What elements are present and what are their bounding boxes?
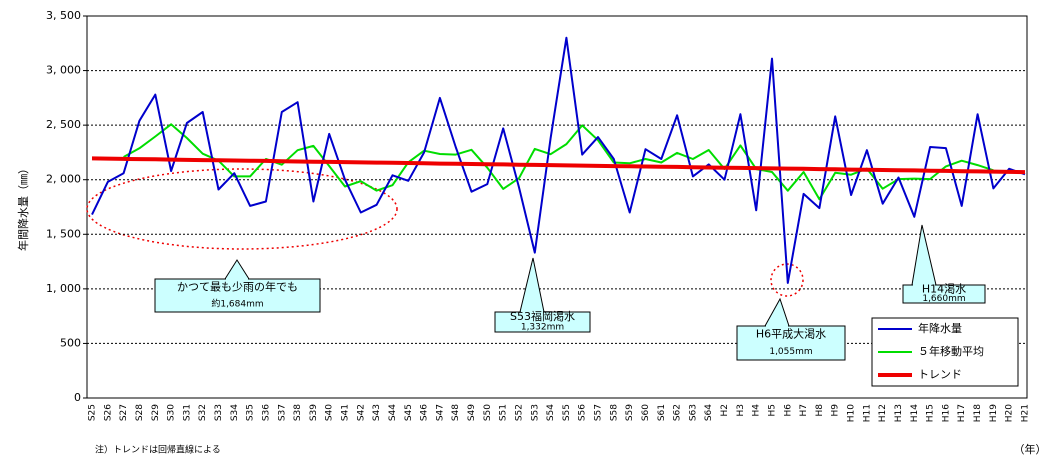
y-tick-label: 2, 500 [46, 118, 81, 131]
x-tick-label: S31 [182, 404, 192, 421]
series-line [91, 156, 1026, 175]
x-tick-label: S38 [293, 404, 303, 421]
x-tick-label: S25 [88, 404, 98, 421]
x-tick-label: S46 [420, 404, 430, 421]
x-tick-label: S58 [609, 404, 619, 421]
x-tick-label: S33 [214, 404, 224, 421]
x-tick-label: H18 [973, 404, 983, 422]
x-tick-label: S63 [688, 404, 698, 421]
callout-text: 1,055mm [769, 347, 812, 357]
x-tick-label: S37 [277, 404, 287, 421]
x-tick-label: H10 [847, 404, 857, 422]
series-line [91, 36, 1026, 284]
x-tick-label: S45 [404, 404, 414, 421]
legend-label: ５年移動平均 [918, 344, 984, 358]
callout-text: 1,660mm [922, 294, 965, 304]
legend-label: 年降水量 [918, 321, 962, 335]
x-tick-label: S51 [499, 404, 509, 421]
x-tick-label: H19 [989, 404, 999, 422]
x-tick-label: S59 [625, 404, 635, 421]
callout-pointer [224, 259, 250, 280]
x-tick-label: H13 [894, 404, 904, 422]
x-tick-label: S32 [198, 404, 208, 421]
highlight-circle [770, 263, 804, 297]
callout-pointer [519, 257, 545, 313]
x-tick-label: S44 [388, 404, 398, 421]
y-tick-label: 0 [74, 391, 81, 404]
callout-text: 1,332mm [521, 323, 564, 333]
y-axis-label: 年間降水量（㎜） [16, 163, 30, 251]
x-tick-label: S27 [119, 404, 129, 421]
y-tick-label: 500 [60, 336, 81, 349]
x-tick-label: S61 [657, 404, 667, 421]
x-tick-label: H7 [799, 404, 809, 417]
x-tick-label: S64 [704, 404, 714, 421]
x-tick-label: S26 [103, 404, 113, 421]
x-tick-label: H12 [878, 404, 888, 422]
x-tick-label: S34 [230, 404, 240, 421]
x-tick-label: H4 [752, 404, 762, 417]
callout-text: S53福岡渇水 [510, 309, 575, 323]
x-tick-label: S40 [325, 404, 335, 421]
x-tick-label: S49 [467, 404, 477, 421]
legend-label: トレンド [918, 368, 962, 381]
callout-text: 約1,684mm [211, 297, 263, 309]
x-tick-label: S29 [151, 404, 161, 421]
callout-box [902, 284, 986, 304]
x-tick-label: H6 [783, 404, 793, 417]
callout-pointer [764, 297, 790, 327]
x-tick-label: H14 [910, 404, 920, 422]
x-tick-label: H17 [957, 404, 967, 422]
x-tick-label: H15 [926, 404, 936, 422]
x-tick-label: S30 [167, 404, 177, 421]
x-tick-label: S54 [546, 404, 556, 421]
callout-text: かつて最も少雨の年でも [177, 279, 298, 293]
x-tick-label: H5 [767, 404, 777, 417]
x-tick-label: S48 [451, 404, 461, 421]
x-axis-unit: （年） [1014, 442, 1047, 456]
callout-text: H14渇水 [922, 283, 966, 296]
x-tick-label: S28 [135, 404, 145, 421]
x-tick-label: H9 [831, 404, 841, 417]
y-tick-label: 1, 000 [46, 282, 81, 295]
x-tick-label: S60 [641, 404, 651, 421]
x-tick-label: S41 [341, 404, 351, 421]
x-tick-label: S53 [530, 404, 540, 421]
x-tick-label: S55 [562, 404, 572, 421]
x-tick-label: S47 [435, 404, 445, 421]
y-tick-label: 3, 500 [46, 9, 81, 22]
note: 注）トレンドは回帰直線による [95, 444, 221, 456]
x-tick-label: S36 [261, 404, 271, 421]
y-tick-label: 1, 500 [46, 227, 81, 240]
x-tick-label: H11 [862, 404, 872, 422]
x-tick-label: H3 [736, 404, 746, 417]
x-tick-label: S57 [594, 404, 604, 421]
callout-text: H6平成大渇水 [756, 327, 826, 341]
x-tick-label: S35 [246, 404, 256, 421]
x-tick-label: H21 [1021, 404, 1031, 422]
x-tick-label: H2 [720, 404, 730, 417]
x-tick-label: S50 [483, 404, 493, 421]
x-tick-label: S62 [673, 404, 683, 421]
x-tick-label: S42 [356, 404, 366, 421]
x-tick-label: S39 [309, 404, 319, 421]
x-tick-label: H8 [815, 404, 825, 417]
x-tick-label: S43 [372, 404, 382, 421]
callout-box [736, 325, 846, 361]
x-tick-label: S56 [578, 404, 588, 421]
x-tick-label: S52 [514, 404, 524, 421]
y-tick-label: 2, 000 [46, 173, 81, 186]
x-tick-label: H20 [1005, 404, 1015, 422]
highlight-ellipse [86, 168, 398, 250]
callout-box [154, 278, 321, 313]
y-tick-label: 3, 000 [46, 64, 81, 77]
x-tick-label: H16 [941, 404, 951, 422]
